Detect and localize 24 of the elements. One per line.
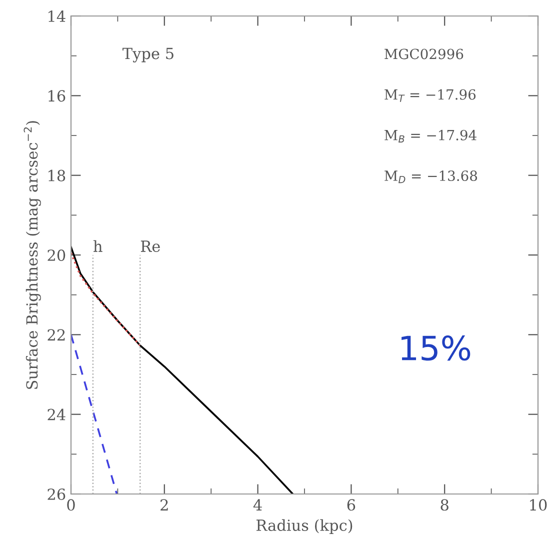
y-tick-label: 20 xyxy=(48,249,66,262)
x-tick-label: 10 xyxy=(530,499,547,511)
y-axis-title: Surface Brightness (mag arcsec$^{−2}$) xyxy=(24,121,41,389)
x-tick-label: 0 xyxy=(67,499,75,511)
x-tick-label: 6 xyxy=(347,499,356,511)
annotation: M$_{T}$ = −17.96 xyxy=(384,89,476,102)
annotation: M$_{B}$ = −17.94 xyxy=(384,130,476,142)
annotation: Type 5 xyxy=(122,48,174,62)
y-tick-label: 16 xyxy=(48,90,66,102)
y-tick-label: 26 xyxy=(48,488,66,500)
annotation: 15% xyxy=(402,335,470,361)
annotation: M$_{D}$ = −13.68 xyxy=(384,170,478,184)
ref-line-label: Re xyxy=(140,240,160,252)
x-axis-title: Radius (kpc) xyxy=(256,519,352,534)
x-tick-label: 8 xyxy=(440,499,448,511)
y-tick-label: 24 xyxy=(48,408,66,420)
y-tick-label: 22 xyxy=(48,329,65,340)
x-tick-label: 4 xyxy=(253,499,262,510)
ref-line-label: h xyxy=(94,240,102,252)
y-tick-label: 14 xyxy=(48,10,66,22)
x-tick-label: 2 xyxy=(160,499,168,510)
line-series xyxy=(71,252,142,346)
y-tick-label: 18 xyxy=(48,170,66,182)
annotation: MGC02996 xyxy=(384,48,464,60)
